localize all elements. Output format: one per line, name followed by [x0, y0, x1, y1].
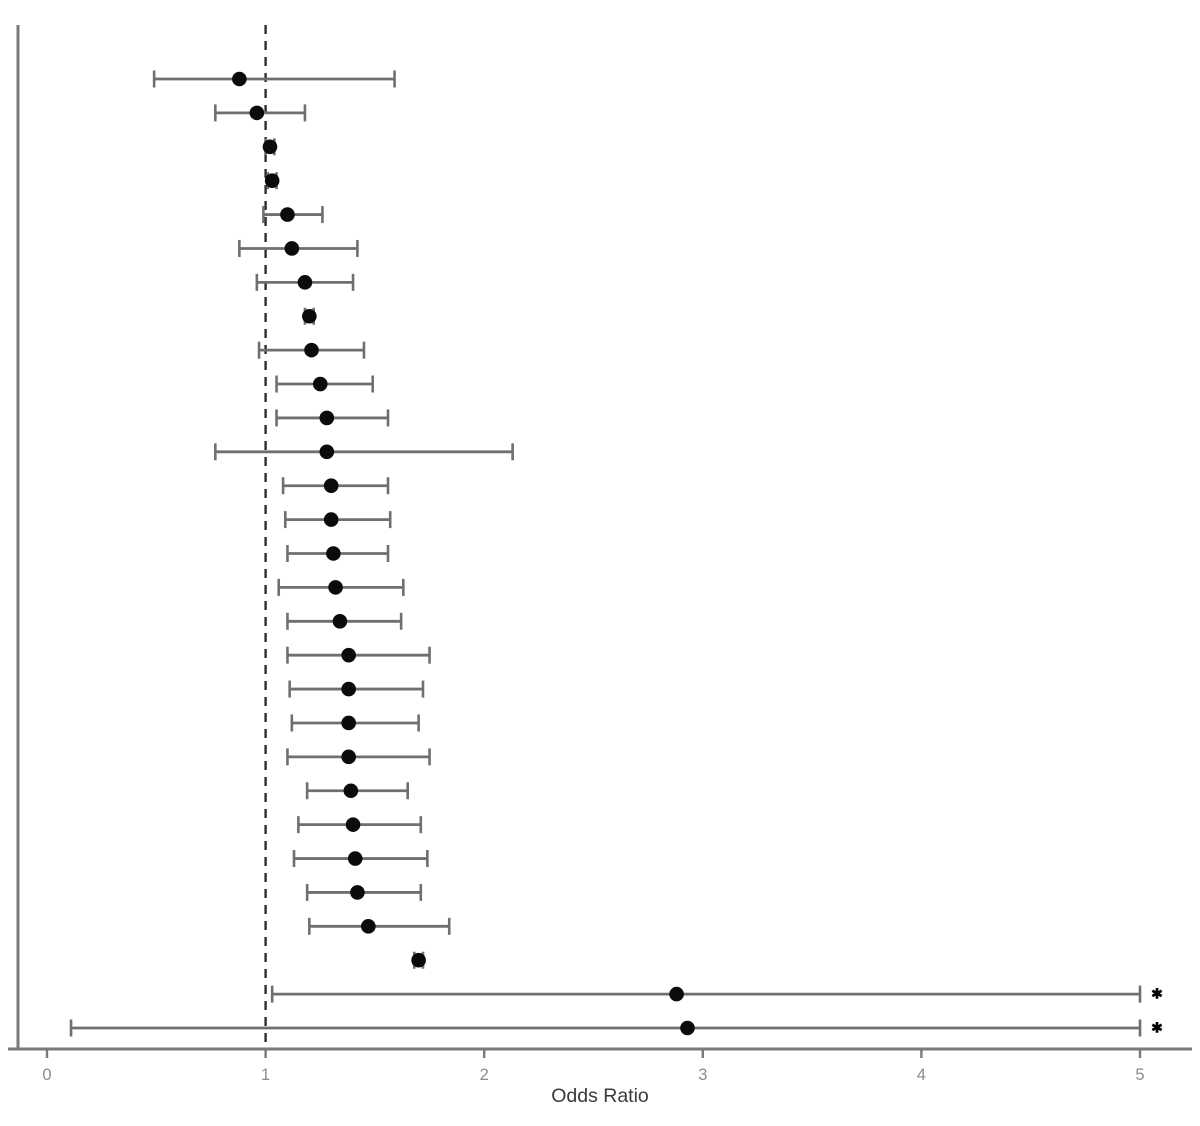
forest-row [283, 511, 392, 529]
x-axis-tick-label: 1 [261, 1066, 270, 1084]
forest-row: ✱ [270, 985, 1163, 1003]
forest-row [264, 172, 280, 190]
forest-row [262, 138, 278, 156]
point-estimate [302, 308, 317, 324]
forest-row [214, 104, 307, 122]
forest-row [302, 307, 317, 325]
x-axis-tick-label: 4 [917, 1066, 926, 1084]
point-estimate [328, 580, 343, 595]
forest-row [286, 646, 431, 664]
forest-row [305, 883, 423, 901]
forest-row [255, 273, 355, 291]
point-estimate [297, 275, 313, 290]
point-estimate [345, 817, 361, 832]
point-estimate [262, 139, 278, 155]
point-estimate [323, 478, 339, 494]
point-estimate [319, 410, 335, 426]
point-estimate [232, 71, 247, 87]
x-axis-tick-label: 2 [480, 1066, 489, 1084]
forest-row [257, 341, 366, 359]
truncation-asterisk: ✱ [1151, 1020, 1163, 1036]
point-estimate [343, 783, 359, 799]
point-estimate [312, 376, 328, 392]
forest-row [152, 70, 396, 88]
x-axis-title: Odds Ratio [551, 1085, 649, 1107]
point-estimate [319, 444, 335, 460]
point-estimate [680, 1020, 695, 1036]
truncation-asterisk: ✱ [1151, 986, 1163, 1002]
point-estimate [323, 512, 339, 527]
point-estimate [332, 613, 348, 629]
point-estimate [249, 105, 265, 121]
point-estimate [304, 342, 319, 358]
point-estimate [341, 647, 356, 663]
x-axis-tick-label: 5 [1135, 1066, 1144, 1084]
point-estimate [280, 207, 295, 222]
forest-row [290, 714, 420, 732]
point-estimate [341, 749, 356, 765]
point-estimate [669, 986, 684, 1002]
forest-row: ✱ [69, 1019, 1163, 1037]
point-estimate [284, 241, 300, 256]
point-estimate [326, 546, 341, 561]
point-estimate [347, 851, 363, 866]
forest-row [214, 443, 514, 461]
x-axis-tick-label: 0 [42, 1066, 51, 1084]
forest-row [292, 850, 429, 868]
forest-row [275, 409, 390, 427]
forest-row [281, 477, 390, 495]
forest-row [277, 578, 405, 596]
forest-row [288, 680, 425, 698]
forest-row [238, 239, 359, 257]
forest-row [286, 748, 431, 766]
point-estimate [361, 919, 376, 934]
forest-row [297, 816, 423, 834]
point-estimate [411, 952, 426, 968]
forest-row [262, 206, 324, 224]
x-axis-tick-label: 3 [698, 1066, 707, 1084]
forest-row [305, 782, 409, 800]
point-estimate [341, 681, 356, 697]
forest-row [286, 545, 390, 563]
point-estimate [264, 173, 280, 188]
point-estimate [341, 715, 356, 731]
forest-row [411, 951, 426, 969]
point-estimate [350, 885, 365, 900]
forest-row [286, 612, 403, 630]
forest-row [308, 917, 451, 935]
forest-row [275, 375, 375, 393]
